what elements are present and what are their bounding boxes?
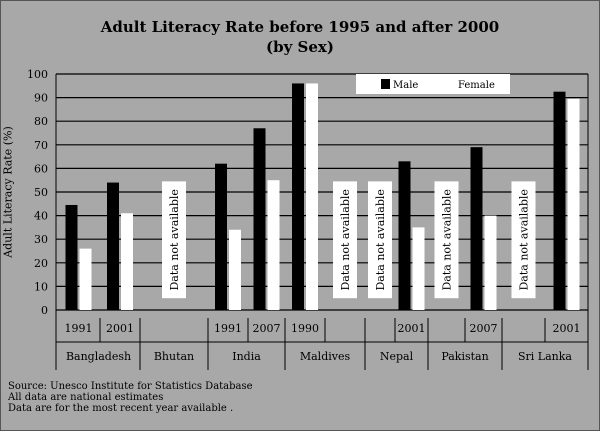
legend-swatch-female xyxy=(445,78,456,90)
bar-female xyxy=(484,215,497,310)
y-tick-label: 20 xyxy=(34,257,48,270)
source-note: Source: Unesco Institute for Statistics … xyxy=(8,381,253,392)
year-tick-label: 1991 xyxy=(214,322,242,335)
legend-label-male: Male xyxy=(393,80,418,91)
y-tick-label: 80 xyxy=(34,115,48,128)
country-label: India xyxy=(232,350,261,363)
data-not-available-label: Data not available xyxy=(339,189,352,290)
bar-female xyxy=(229,229,241,310)
data-not-available-label: Data not available xyxy=(168,189,181,290)
data-not-available-box xyxy=(368,181,392,299)
bar-male xyxy=(215,163,227,310)
legend-swatch-male xyxy=(381,79,390,89)
source-notes: Source: Unesco Institute for Statistics … xyxy=(8,381,253,414)
country-label: Nepal xyxy=(380,350,414,363)
bar-female xyxy=(121,213,133,310)
country-label: Bangladesh xyxy=(66,350,131,363)
bar-female xyxy=(267,180,280,310)
y-tick-label: 90 xyxy=(34,92,48,105)
y-tick-label: 0 xyxy=(41,304,48,317)
bar-male xyxy=(253,128,266,310)
data-not-available-label: Data not available xyxy=(374,189,387,290)
y-tick-label: 30 xyxy=(34,233,48,246)
bar-female xyxy=(306,83,318,310)
year-tick-label: 2007 xyxy=(470,322,498,335)
bar-male xyxy=(292,83,304,310)
legend-label-female: Female xyxy=(458,80,495,91)
year-tick-label: 2007 xyxy=(253,322,281,335)
y-tick-label: 50 xyxy=(34,186,48,199)
bar-male xyxy=(398,161,411,310)
y-tick-label: 10 xyxy=(34,280,48,293)
chart-title: Adult Literacy Rate before 1995 and afte… xyxy=(100,18,500,36)
bar-male xyxy=(65,204,78,310)
bar-female xyxy=(567,98,580,310)
bar-female xyxy=(79,248,92,310)
country-label: Maldives xyxy=(300,350,351,363)
source-note: Data are for the most recent year availa… xyxy=(8,403,234,414)
y-tick-label: 60 xyxy=(34,162,48,175)
year-tick-label: 2001 xyxy=(398,322,426,335)
data-not-available-box xyxy=(511,181,536,299)
y-tick-label: 40 xyxy=(34,210,48,223)
chart-subtitle: (by Sex) xyxy=(266,38,334,56)
bar-male xyxy=(553,91,566,310)
country-label: Pakistan xyxy=(441,350,488,363)
year-tick-label: 1990 xyxy=(291,322,319,335)
source-note: All data are national estimates xyxy=(8,392,164,403)
data-not-available-label: Data not available xyxy=(518,189,531,290)
year-tick-label: 2001 xyxy=(553,322,581,335)
data-not-available-box xyxy=(162,181,186,299)
y-tick-label: 70 xyxy=(34,139,48,152)
year-tick-label: 2001 xyxy=(106,322,134,335)
data-not-available-label: Data not available xyxy=(441,189,454,290)
year-tick-label: 1991 xyxy=(65,322,93,335)
data-not-available-box xyxy=(434,181,459,299)
bar-female xyxy=(412,227,425,310)
country-label: Bhutan xyxy=(154,350,194,363)
legend-box xyxy=(356,74,510,94)
y-tick-label: 100 xyxy=(27,68,48,81)
bar-male xyxy=(107,182,119,310)
country-label: Sri Lanka xyxy=(518,350,572,363)
bar-male xyxy=(470,147,483,310)
data-not-available-box xyxy=(333,181,357,299)
